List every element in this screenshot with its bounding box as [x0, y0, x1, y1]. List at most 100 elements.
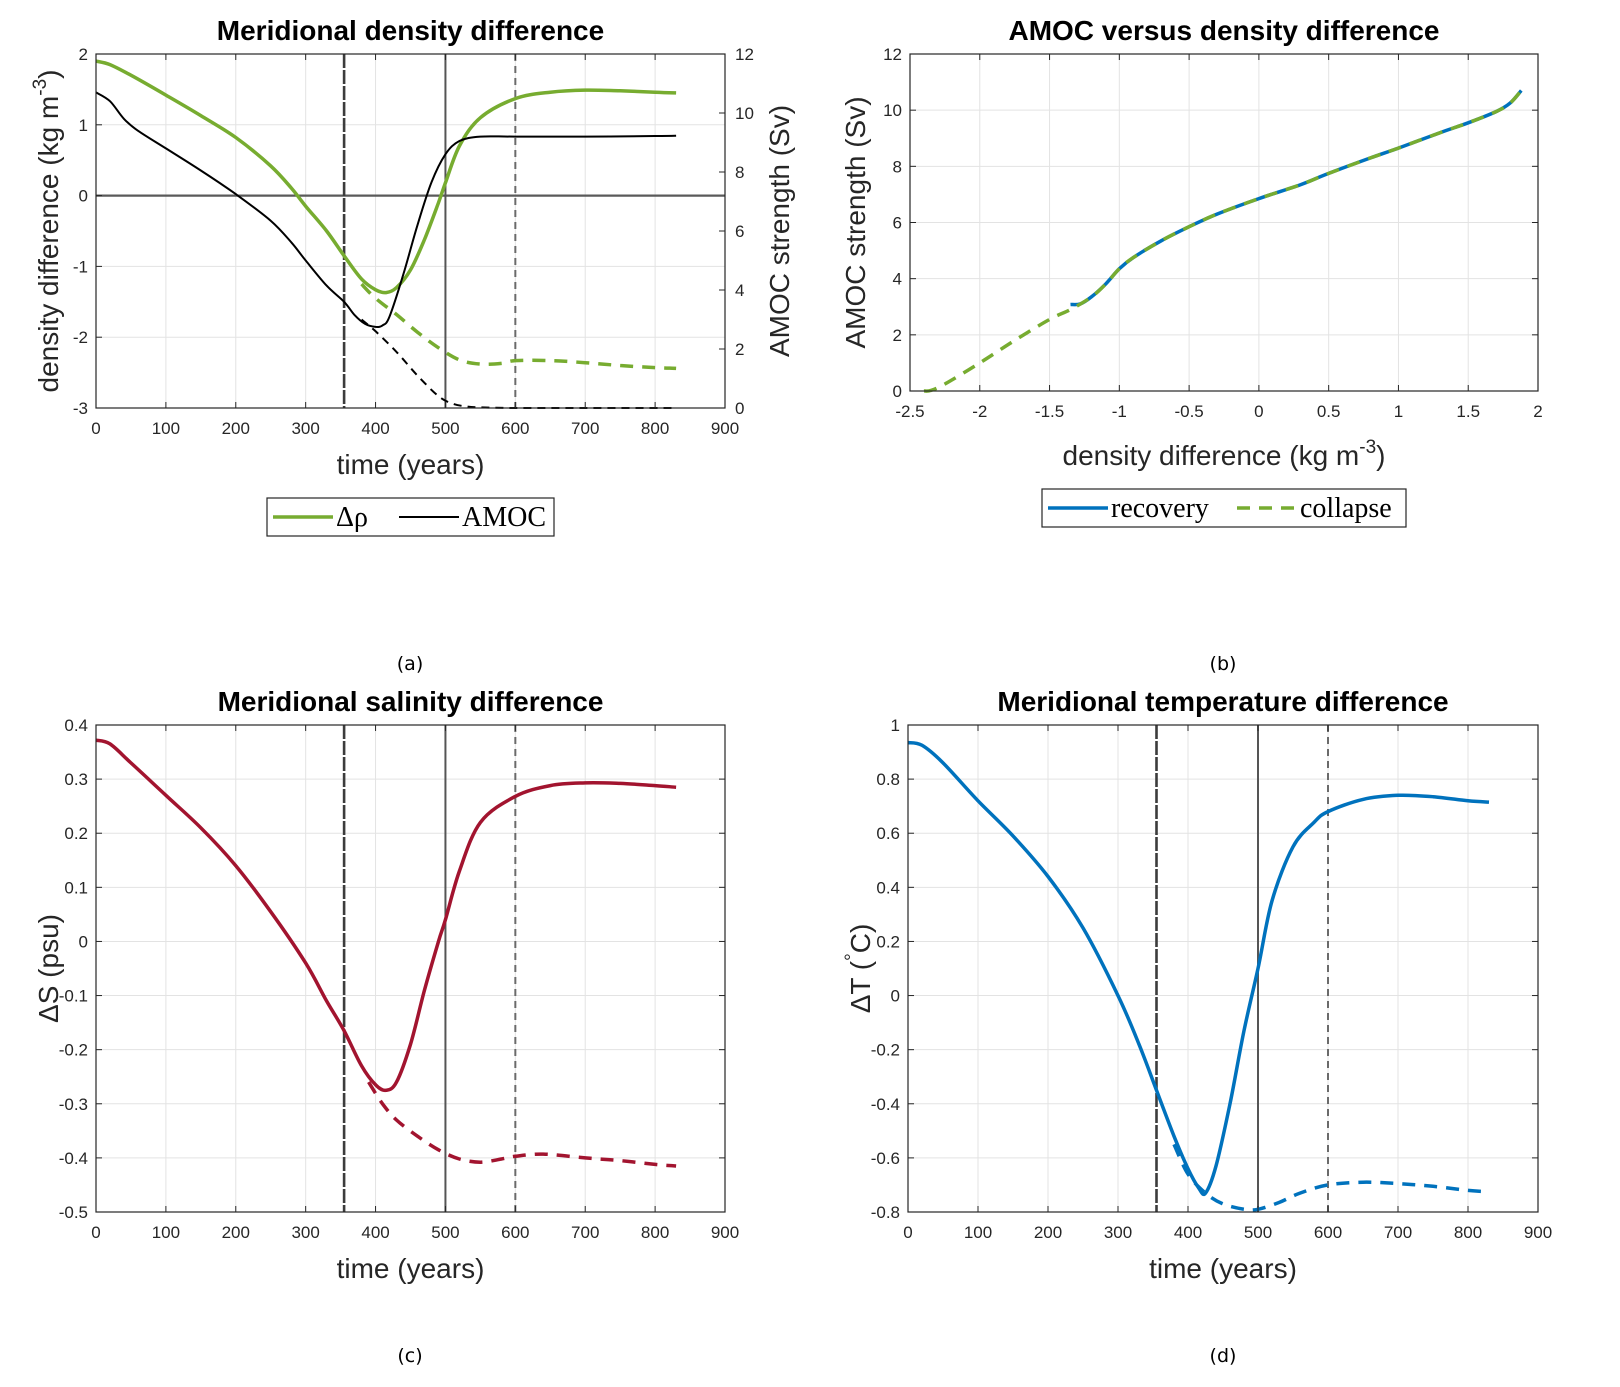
y-tick-label: -1 [73, 257, 88, 276]
y-tick-label: 10 [883, 101, 902, 120]
x-tick-label: 0 [1254, 402, 1263, 421]
series-line-t [907, 740, 1490, 1197]
chart-title: AMOC versus density difference [1008, 15, 1439, 46]
plot-area [96, 725, 725, 1212]
y-axis-label-close: C) [845, 924, 876, 954]
y-tick-label: -0.1 [59, 987, 88, 1006]
y-axis-label-superscript: -3 [30, 79, 51, 96]
y-axis-label-close: ) [33, 70, 64, 79]
series-line- [95, 59, 677, 295]
axes-box [95, 724, 726, 1213]
y-axis-label-text: density difference (kg m [33, 96, 64, 393]
x-axis-label-text: density difference (kg m [1063, 440, 1360, 471]
series-line-s [95, 738, 677, 1093]
y-axis-label-text: AMOC strength (Sv) [840, 96, 871, 348]
x-tick-label: -1.5 [1035, 402, 1064, 421]
y-axis-label-superscript: ° [842, 953, 863, 961]
subcaption-c: (c) [397, 1345, 422, 1367]
x-tick-label: 2 [1533, 402, 1542, 421]
x-tick-label: 500 [431, 419, 459, 438]
x-axis-label: density difference (kg m-3) [1063, 437, 1386, 471]
x-tick-label: 900 [711, 1223, 739, 1242]
series-line-t-collapse [1172, 1143, 1490, 1212]
y-tick-label: -0.4 [59, 1149, 88, 1168]
y2-tick-label: 10 [735, 104, 754, 123]
x-tick-label: 200 [222, 419, 250, 438]
y-tick-label: 0.2 [876, 932, 900, 951]
y2-axis-label: AMOC strength (Sv) [764, 105, 795, 357]
x-tick-label: 700 [571, 1223, 599, 1242]
x-axis-label-text: time (years) [337, 1253, 485, 1284]
series-line-amoc [95, 91, 677, 328]
y-tick-label: 1 [891, 716, 900, 735]
legend: recovery collapse [1041, 488, 1407, 528]
y-tick-label: 2 [79, 45, 88, 64]
x-tick-label: 1.5 [1456, 402, 1480, 421]
x-axis-label-text: time (years) [1149, 1253, 1297, 1284]
x-tick-label: 300 [291, 419, 319, 438]
legend: Δρ AMOC [266, 497, 555, 537]
x-tick-label: 400 [1174, 1223, 1202, 1242]
x-tick-label: 600 [501, 419, 529, 438]
y-tick-label: 8 [893, 157, 902, 176]
y-axis-label: AMOC strength (Sv) [840, 96, 871, 348]
y-tick-label: -0.2 [59, 1041, 88, 1060]
x-tick-label: 0.5 [1317, 402, 1341, 421]
x-tick-label: 0 [91, 1223, 100, 1242]
x-axis-label: time (years) [337, 1253, 485, 1284]
y2-tick-label: 0 [735, 399, 744, 418]
x-tick-label: 100 [964, 1223, 992, 1242]
x-tick-label: 800 [641, 419, 669, 438]
y2-tick-label: 2 [735, 340, 744, 359]
x-tick-label: 300 [291, 1223, 319, 1242]
panel-a-density-difference: 0 100 200 300 400 500 600 700 800 900-3-2-1012024… [30, 15, 795, 537]
subcaption-b: (b) [1210, 653, 1237, 675]
series-line-collapse [360, 282, 677, 371]
x-tick-label: 600 [501, 1223, 529, 1242]
x-tick-label: 100 [152, 1223, 180, 1242]
x-tick-label: -0.5 [1174, 402, 1203, 421]
panel-d-temperature-difference: 0 100 200 300 400 500 600 700 800 900 -0.8 -0.6 -0.4… [842, 686, 1552, 1284]
x-tick-label: 300 [1104, 1223, 1132, 1242]
y-tick-label: 0 [893, 382, 902, 401]
subcaption-a: (a) [397, 653, 423, 675]
y-tick-label: 0.8 [876, 770, 900, 789]
axes-box [907, 724, 1539, 1213]
chart-title: Meridional density difference [217, 15, 604, 46]
x-axis-label-text: time (years) [337, 449, 485, 480]
x-tick-label: 100 [152, 419, 180, 438]
subcaption-d: (d) [1210, 1345, 1237, 1367]
y-tick-label: 1 [79, 116, 88, 135]
legend-label-1: Δρ [336, 502, 368, 533]
x-tick-label: 400 [361, 1223, 389, 1242]
y-tick-label: -0.8 [871, 1203, 900, 1222]
x-tick-label: 1 [1394, 402, 1403, 421]
y-tick-label: -0.6 [871, 1149, 900, 1168]
x-tick-label: 200 [1034, 1223, 1062, 1242]
y-axis-label: ΔS (psu) [33, 914, 64, 1023]
x-tick-label: 600 [1314, 1223, 1342, 1242]
plot-area [96, 54, 725, 408]
y-tick-label: 0.1 [64, 878, 88, 897]
x-tick-label: 400 [361, 419, 389, 438]
x-tick-label: 500 [431, 1223, 459, 1242]
x-tick-label: 200 [222, 1223, 250, 1242]
y2-tick-label: 6 [735, 222, 744, 241]
x-tick-label: 500 [1244, 1223, 1272, 1242]
y-tick-label: 6 [893, 214, 902, 233]
y2-tick-label: 4 [735, 281, 744, 300]
y2-tick-label: 8 [735, 163, 744, 182]
x-tick-label: 800 [1454, 1223, 1482, 1242]
y-tick-label: 0.6 [876, 824, 900, 843]
series-line-s-collapse [367, 1081, 677, 1168]
legend-label-2: AMOC [462, 502, 546, 533]
y-tick-label: -0.3 [59, 1095, 88, 1114]
y-axis-label: density difference (kg m-3) [30, 70, 64, 393]
y-tick-label: -0.4 [871, 1095, 900, 1114]
series-line-recovery [1070, 89, 1523, 307]
x-tick-label: 800 [641, 1223, 669, 1242]
x-tick-label: -2.5 [895, 402, 924, 421]
legend-label-1: recovery [1111, 493, 1209, 524]
y2-tick-label: 12 [735, 45, 754, 64]
